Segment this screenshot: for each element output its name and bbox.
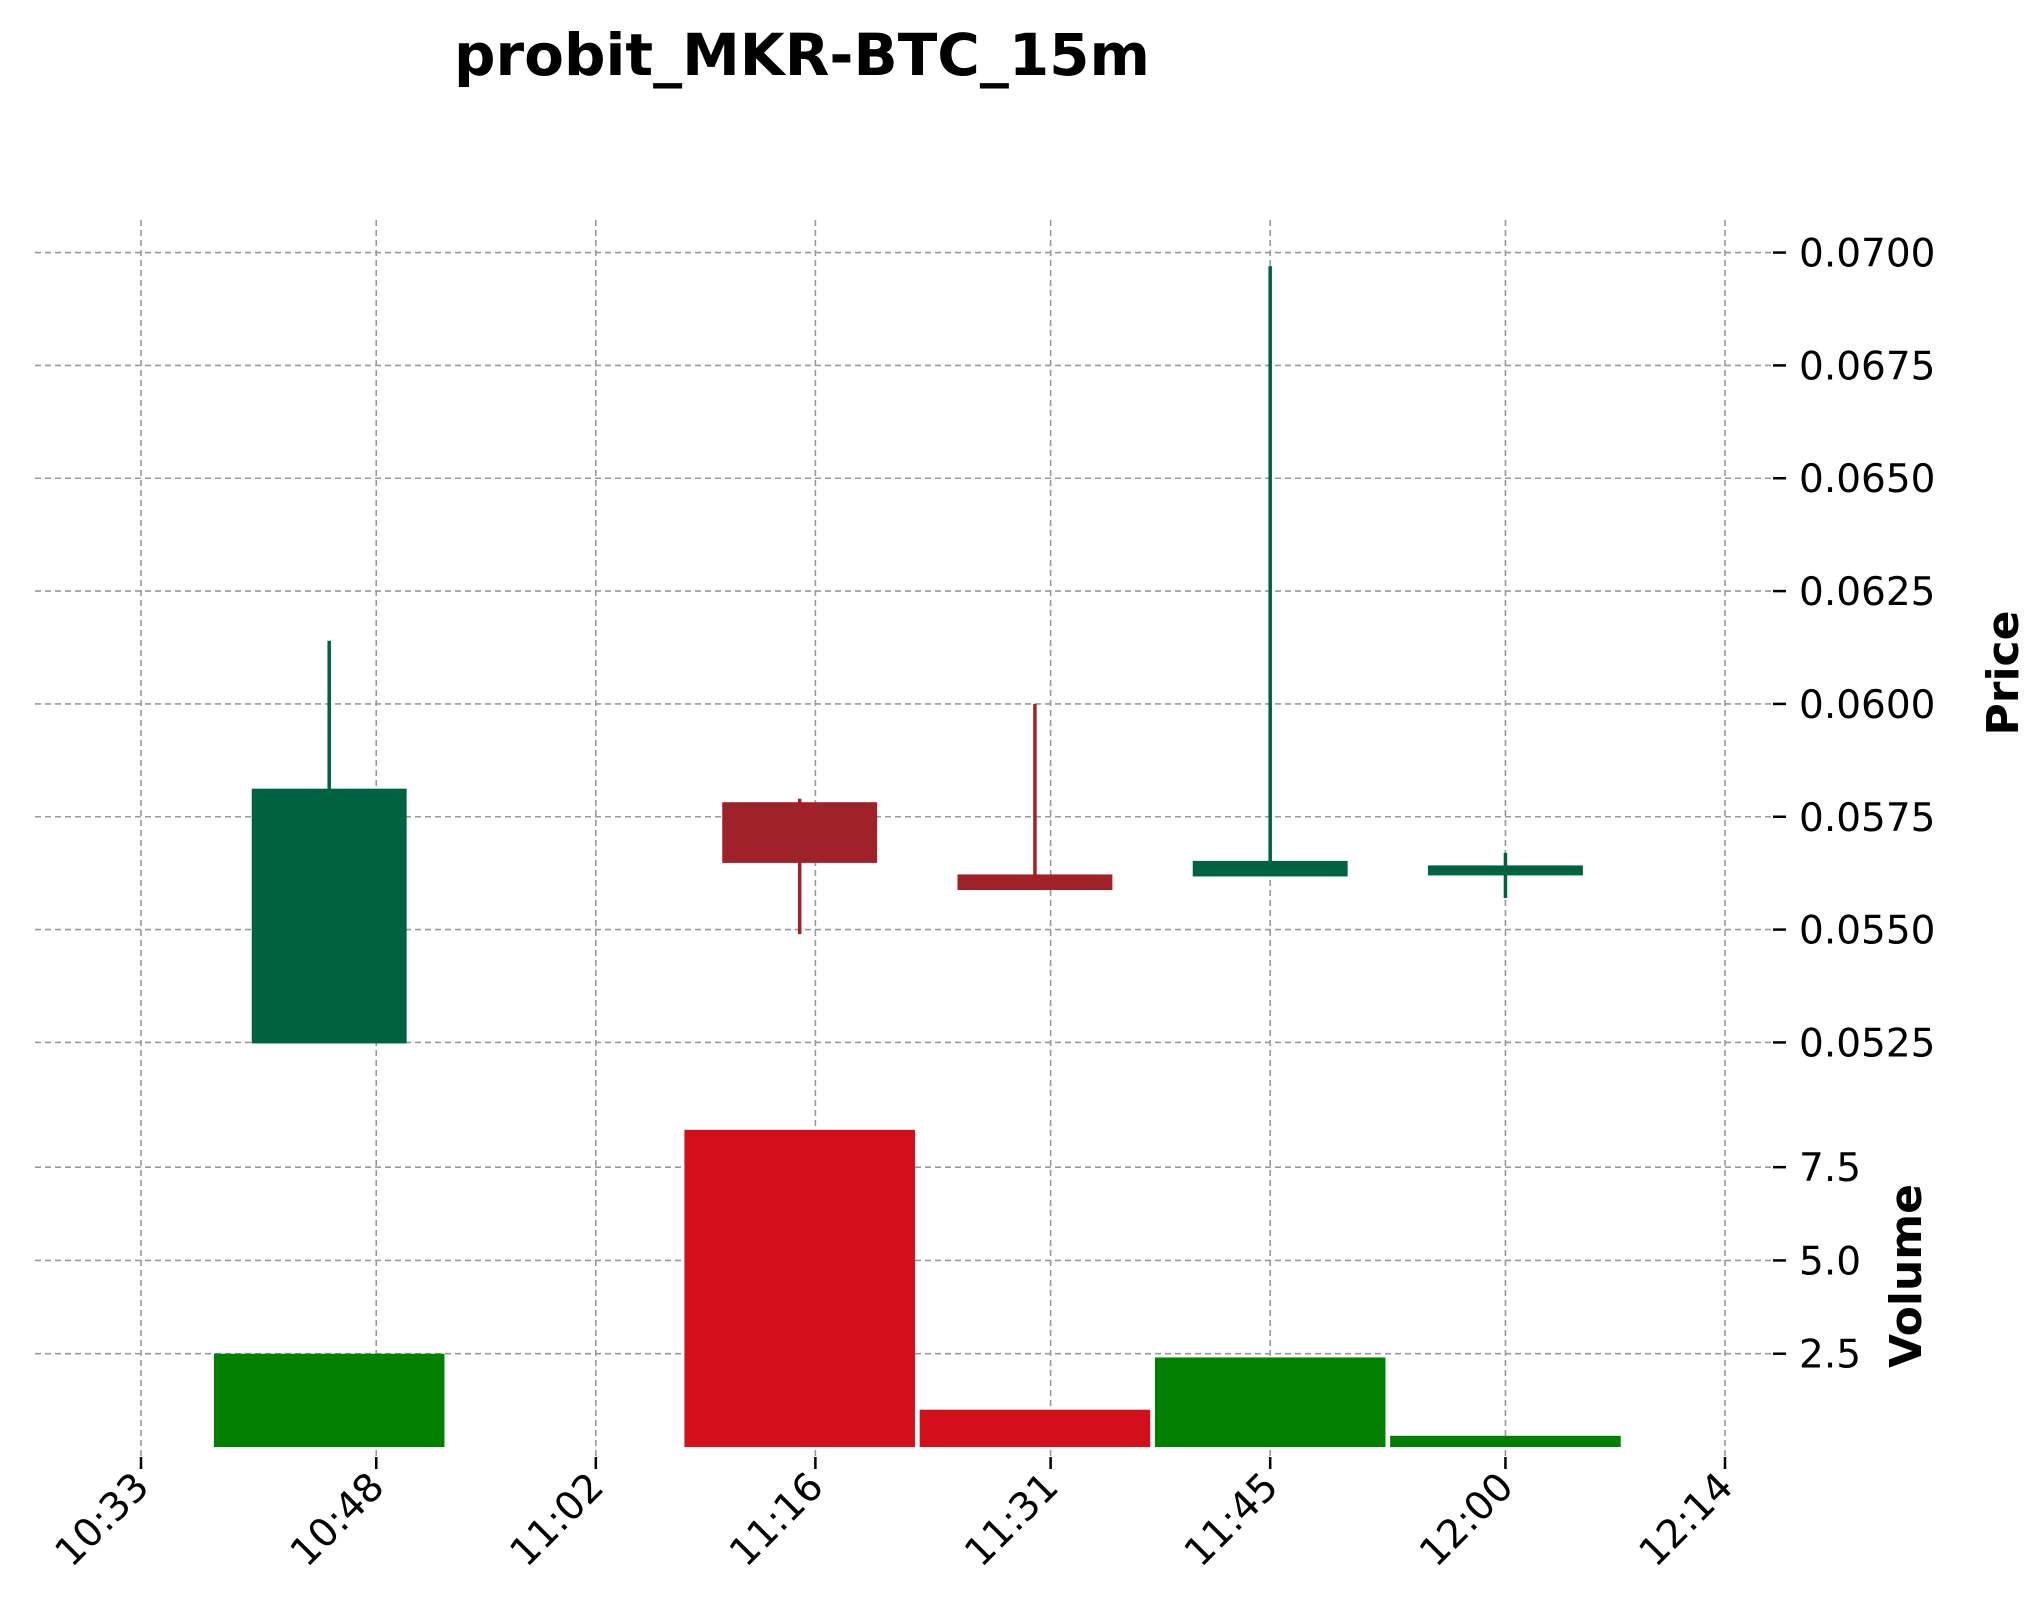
candle-body xyxy=(722,802,878,863)
price-tick-label: 0.0650 xyxy=(1799,457,1935,502)
time-tick-label: 11:16 xyxy=(721,1464,832,1575)
volume-bar xyxy=(1390,1435,1621,1447)
chart-title: probit_MKR-BTC_15m xyxy=(454,21,1150,89)
time-tick-label: 10:48 xyxy=(282,1464,393,1575)
time-tick-label: 12:14 xyxy=(1631,1464,1742,1575)
price-tick-label: 0.0575 xyxy=(1799,796,1935,841)
volume-bar xyxy=(684,1129,915,1447)
volume-bar xyxy=(1154,1357,1386,1447)
price-tick-label: 0.0700 xyxy=(1799,232,1935,277)
candle-body xyxy=(1192,860,1348,877)
time-tick-label: 11:02 xyxy=(502,1464,613,1575)
volume-tick-label: 7.5 xyxy=(1799,1146,1861,1191)
volume-panel xyxy=(213,1129,1621,1447)
price-panel xyxy=(251,266,1583,1044)
time-tick-label: 12:00 xyxy=(1411,1464,1522,1575)
volume-axis-label: Volume xyxy=(1881,1184,1932,1368)
volume-tick-label: 5.0 xyxy=(1799,1239,1861,1284)
price-tick-label: 0.0550 xyxy=(1799,909,1935,954)
price-axis-label: Price xyxy=(1978,611,2027,736)
volume-bar xyxy=(919,1409,1151,1447)
volume-tick-label: 2.5 xyxy=(1799,1333,1861,1378)
price-tick-label: 0.0625 xyxy=(1799,570,1935,615)
price-tick-label: 0.0600 xyxy=(1799,683,1935,728)
price-tick-label: 0.0675 xyxy=(1799,344,1935,389)
time-tick-label: 10:33 xyxy=(47,1464,158,1575)
candle-body xyxy=(251,788,407,1044)
candle-body xyxy=(1427,865,1583,876)
volume-bar xyxy=(213,1353,445,1447)
candle-body xyxy=(957,874,1113,890)
time-tick-label: 11:45 xyxy=(1176,1464,1287,1575)
price-tick-label: 0.0525 xyxy=(1799,1021,1935,1066)
time-tick-label: 11:31 xyxy=(956,1464,1067,1575)
